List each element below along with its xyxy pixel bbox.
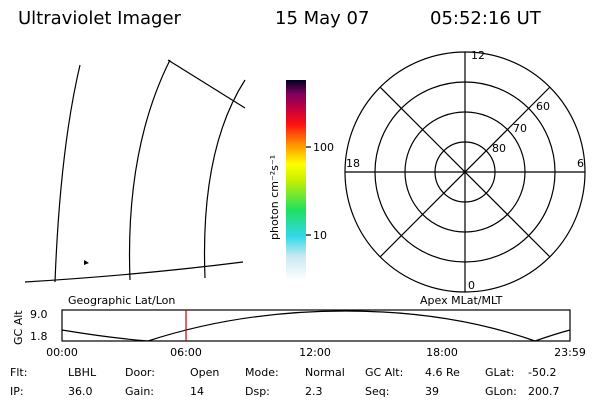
colorbar-tick: 100 [313, 141, 334, 154]
info-value: 4.6 Re [425, 366, 460, 379]
info-value: 36.0 [68, 385, 93, 398]
mlat-label: 60 [536, 100, 550, 113]
timeline-xlabel: 23:59 [554, 346, 586, 359]
timeline-ylabel: 9.0 [30, 308, 48, 321]
mlt-label: 0 [468, 279, 475, 292]
info-label: GC Alt: [365, 366, 403, 379]
info-value: 14 [190, 385, 204, 398]
mlt-label: 12 [471, 49, 485, 62]
info-value: -50.2 [528, 366, 556, 379]
mlat-label: 80 [492, 142, 506, 155]
info-label: Mode: [245, 366, 279, 379]
timeline-xlabel: 00:00 [46, 346, 78, 359]
timeline-axis-label: GC Alt [12, 310, 25, 345]
mlat-label: 70 [513, 122, 527, 135]
time: 05:52:16 UT [430, 8, 542, 29]
polar-grid [344, 51, 586, 293]
info-label: IP: [10, 385, 24, 398]
info-value: Normal [305, 366, 345, 379]
mlt-label: 18 [346, 157, 360, 170]
panel-label: Apex MLat/MLT [420, 294, 503, 307]
info-label: Seq: [365, 385, 389, 398]
info-label: Flt: [10, 366, 27, 379]
mlt-label: 6 [577, 157, 584, 170]
info-value: 200.7 [528, 385, 560, 398]
colorbar-label: photon cm⁻²s⁻¹ [268, 155, 281, 240]
title: Ultraviolet Imager [18, 8, 182, 29]
timeline-ylabel: 1.8 [30, 330, 48, 343]
info-value: Open [190, 366, 219, 379]
info-label: Door: [125, 366, 155, 379]
timeline-xlabel: 12:00 [299, 346, 331, 359]
info-value: 2.3 [305, 385, 323, 398]
info-value: LBHL [68, 366, 97, 379]
geographic-grid [24, 59, 246, 283]
info-value: 39 [425, 385, 439, 398]
colorbar-tick: 10 [313, 229, 327, 242]
altitude-curve [61, 310, 571, 342]
info-label: GLat: [485, 366, 514, 379]
date: 15 May 07 [275, 8, 369, 29]
panel-label: Geographic Lat/Lon [68, 294, 175, 307]
info-label: Dsp: [245, 385, 270, 398]
timeline-xlabel: 06:00 [170, 346, 202, 359]
timeline-xlabel: 18:00 [426, 346, 458, 359]
info-label: Gain: [125, 385, 154, 398]
info-label: GLon: [485, 385, 517, 398]
timeline-box [61, 309, 571, 342]
colorbar [286, 80, 306, 280]
